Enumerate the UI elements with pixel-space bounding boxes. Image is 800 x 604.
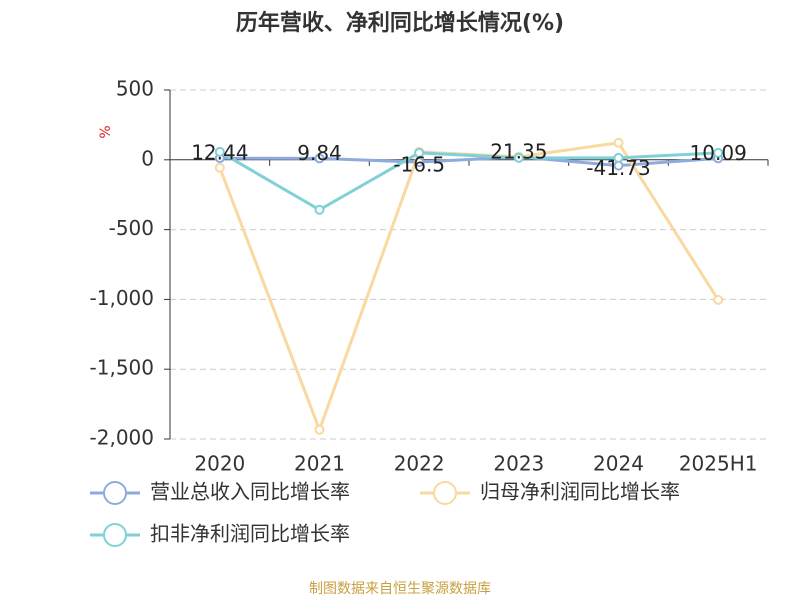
legend-marker (433, 481, 457, 505)
x-tick-label: 2021 (294, 452, 345, 476)
data-point (414, 147, 425, 158)
series-line (218, 141, 720, 435)
series-line (219, 150, 719, 212)
x-tick-label: 2024 (593, 452, 644, 476)
data-label: 9.84 (297, 141, 342, 165)
legend-marker (103, 481, 127, 505)
data-point (314, 204, 325, 215)
data-label: 12.44 (191, 141, 248, 165)
data-point (314, 153, 325, 164)
legend-label: 归母净利润同比增长率 (480, 480, 680, 504)
x-tick-label: 2023 (493, 452, 544, 476)
data-label: -16.5 (393, 153, 445, 177)
data-label: 21.35 (490, 139, 547, 163)
data-point (713, 294, 724, 305)
y-axis-label: % (98, 125, 114, 138)
x-tick-label: 2025H1 (679, 452, 758, 476)
data-point (214, 146, 225, 157)
data-point (314, 424, 325, 435)
y-tick-label: 0 (141, 146, 154, 170)
data-point (214, 162, 225, 173)
y-tick-label: -2,000 (90, 426, 154, 450)
data-point (613, 152, 624, 163)
data-label: 10.09 (690, 141, 747, 165)
legend-marker (103, 523, 127, 547)
x-tick-label: 2022 (394, 452, 445, 476)
data-point (713, 147, 724, 158)
data-label: -41.73 (586, 156, 650, 180)
y-tick-label: -500 (109, 216, 154, 240)
legend-label: 营业总收入同比增长率 (150, 480, 350, 504)
y-tick-label: -1,500 (90, 356, 154, 380)
legend-label: 扣非净利润同比增长率 (150, 522, 350, 546)
series-line (219, 155, 719, 168)
source-note: 制图数据来自恒生聚源数据库 (309, 581, 491, 597)
data-point (513, 152, 524, 163)
x-tick-label: 2020 (194, 452, 245, 476)
y-tick-label: -1,000 (90, 286, 154, 310)
data-point (613, 137, 624, 148)
y-tick-label: 500 (116, 77, 154, 101)
chart-title: 历年营收、净利同比增长情况(%) (236, 10, 564, 36)
